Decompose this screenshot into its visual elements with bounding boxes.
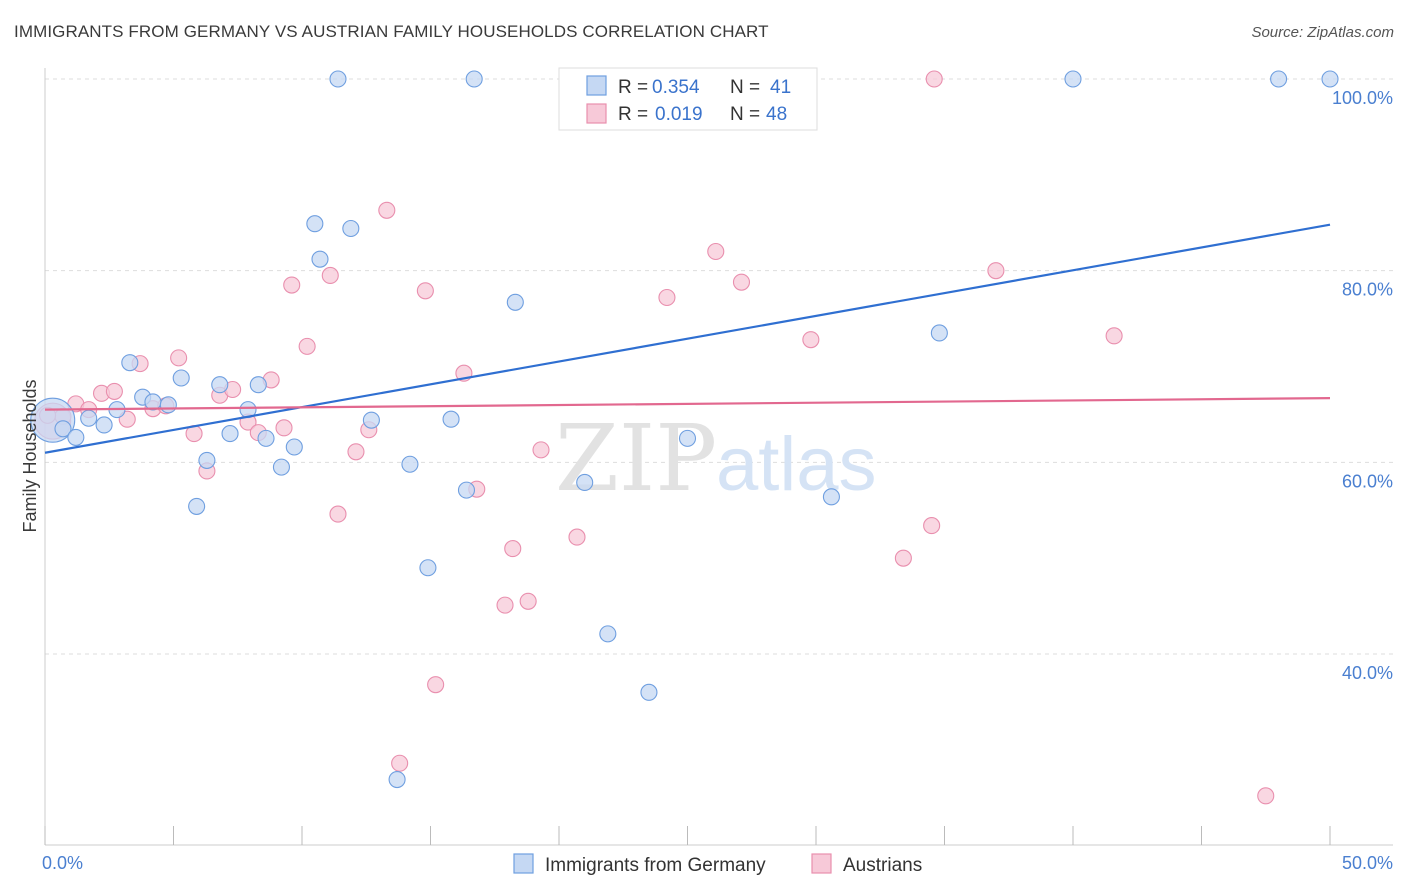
bottom-legend-austrians: Austrians xyxy=(843,855,922,876)
watermark-zip: ZIP xyxy=(555,405,717,512)
legend: R = 0.354 N = 41 R = 0.019 N = 48 xyxy=(558,67,818,131)
legend-r-value-1: 0.354 xyxy=(652,77,700,98)
gridlines xyxy=(45,78,1393,655)
point-germany xyxy=(54,420,72,438)
point-austrians xyxy=(1257,787,1275,805)
legend-swatch-austrians xyxy=(586,103,607,124)
point-germany xyxy=(599,625,617,643)
data-points xyxy=(30,70,1339,805)
point-germany xyxy=(457,481,476,499)
point-germany xyxy=(159,396,177,414)
point-germany xyxy=(257,429,275,447)
point-germany xyxy=(188,497,206,515)
watermark-atlas: atlas xyxy=(716,422,877,507)
point-austrians xyxy=(925,70,943,88)
legend-r-label-1: R = xyxy=(618,77,648,98)
point-austrians xyxy=(519,592,537,610)
point-germany xyxy=(329,70,347,88)
point-austrians xyxy=(275,419,293,437)
point-austrians xyxy=(391,754,409,772)
point-germany xyxy=(221,425,239,443)
legend-n-label-2: N = xyxy=(730,104,760,125)
point-germany xyxy=(311,250,329,268)
y-axis-label: Family Households xyxy=(20,379,40,532)
point-austrians xyxy=(298,337,316,355)
point-germany xyxy=(67,428,85,446)
point-austrians xyxy=(532,441,550,459)
axes xyxy=(44,68,1393,846)
point-germany xyxy=(306,215,324,233)
point-germany xyxy=(576,473,594,492)
point-austrians xyxy=(1105,327,1123,345)
point-germany xyxy=(1270,70,1288,88)
x-tick-label: 0.0% xyxy=(42,853,83,873)
point-germany xyxy=(401,455,419,473)
legend-r-value-2: 0.019 xyxy=(655,104,703,125)
legend-r-label-2: R = xyxy=(618,104,648,125)
point-germany xyxy=(465,70,483,88)
point-germany xyxy=(285,438,303,456)
point-austrians xyxy=(496,596,514,614)
point-germany xyxy=(249,376,267,394)
point-germany xyxy=(822,488,840,506)
point-austrians xyxy=(707,242,725,261)
point-germany xyxy=(172,369,190,387)
legend-n-value-2: 48 xyxy=(766,104,787,125)
bottom-legend-germany: Immigrants from Germany xyxy=(545,855,766,876)
point-austrians xyxy=(170,349,188,367)
point-germany xyxy=(95,416,113,434)
bottom-legend: Immigrants from Germany Austrians xyxy=(513,853,922,876)
point-austrians xyxy=(329,505,347,523)
y-tick-label: 100.0% xyxy=(1332,88,1393,108)
point-germany xyxy=(640,683,658,701)
y-tick-label: 40.0% xyxy=(1342,663,1393,683)
point-germany xyxy=(388,770,406,789)
point-germany xyxy=(1321,70,1339,88)
point-germany xyxy=(121,354,139,372)
point-germany xyxy=(362,411,380,429)
point-austrians xyxy=(802,331,820,349)
point-germany xyxy=(198,451,216,469)
x-tick-label: 50.0% xyxy=(1342,853,1393,873)
point-austrians xyxy=(568,528,586,546)
point-austrians xyxy=(427,676,445,694)
chart-title: IMMIGRANTS FROM GERMANY VS AUSTRIAN FAMI… xyxy=(14,22,769,41)
point-austrians xyxy=(658,288,676,307)
bottom-legend-swatch-germany xyxy=(513,853,534,874)
legend-swatch-germany xyxy=(586,75,607,96)
point-austrians xyxy=(378,201,396,219)
y-tick-label: 60.0% xyxy=(1342,471,1393,491)
point-austrians xyxy=(321,266,339,285)
point-germany xyxy=(419,559,437,577)
point-germany xyxy=(272,458,290,476)
y-tick-label: 80.0% xyxy=(1342,280,1393,300)
point-austrians xyxy=(732,273,751,291)
bottom-legend-swatch-austrians xyxy=(811,853,832,874)
trend-lines xyxy=(44,223,1331,454)
legend-n-label-1: N = xyxy=(730,77,760,98)
point-austrians xyxy=(894,549,912,567)
point-austrians xyxy=(283,276,301,294)
point-germany xyxy=(1064,70,1082,88)
watermark: ZIP atlas xyxy=(555,405,877,512)
source-credit: Source: ZipAtlas.com xyxy=(1251,24,1394,41)
trend-line-austrians xyxy=(44,397,1331,411)
point-germany xyxy=(80,409,98,427)
point-austrians xyxy=(504,540,522,558)
point-austrians xyxy=(105,382,123,400)
point-germany xyxy=(678,429,697,447)
trend-line-germany xyxy=(44,223,1331,454)
point-germany xyxy=(506,293,524,311)
point-austrians xyxy=(987,262,1005,280)
point-germany xyxy=(211,376,229,394)
point-austrians xyxy=(923,517,941,535)
point-austrians xyxy=(416,282,434,300)
point-germany xyxy=(342,219,360,238)
tick-labels: 40.0% 60.0% 80.0% 100.0% 0.0% 50.0% xyxy=(42,88,1393,873)
legend-n-value-1: 41 xyxy=(770,77,791,98)
point-austrians xyxy=(347,443,365,461)
point-germany xyxy=(930,324,948,342)
point-germany xyxy=(442,410,460,428)
